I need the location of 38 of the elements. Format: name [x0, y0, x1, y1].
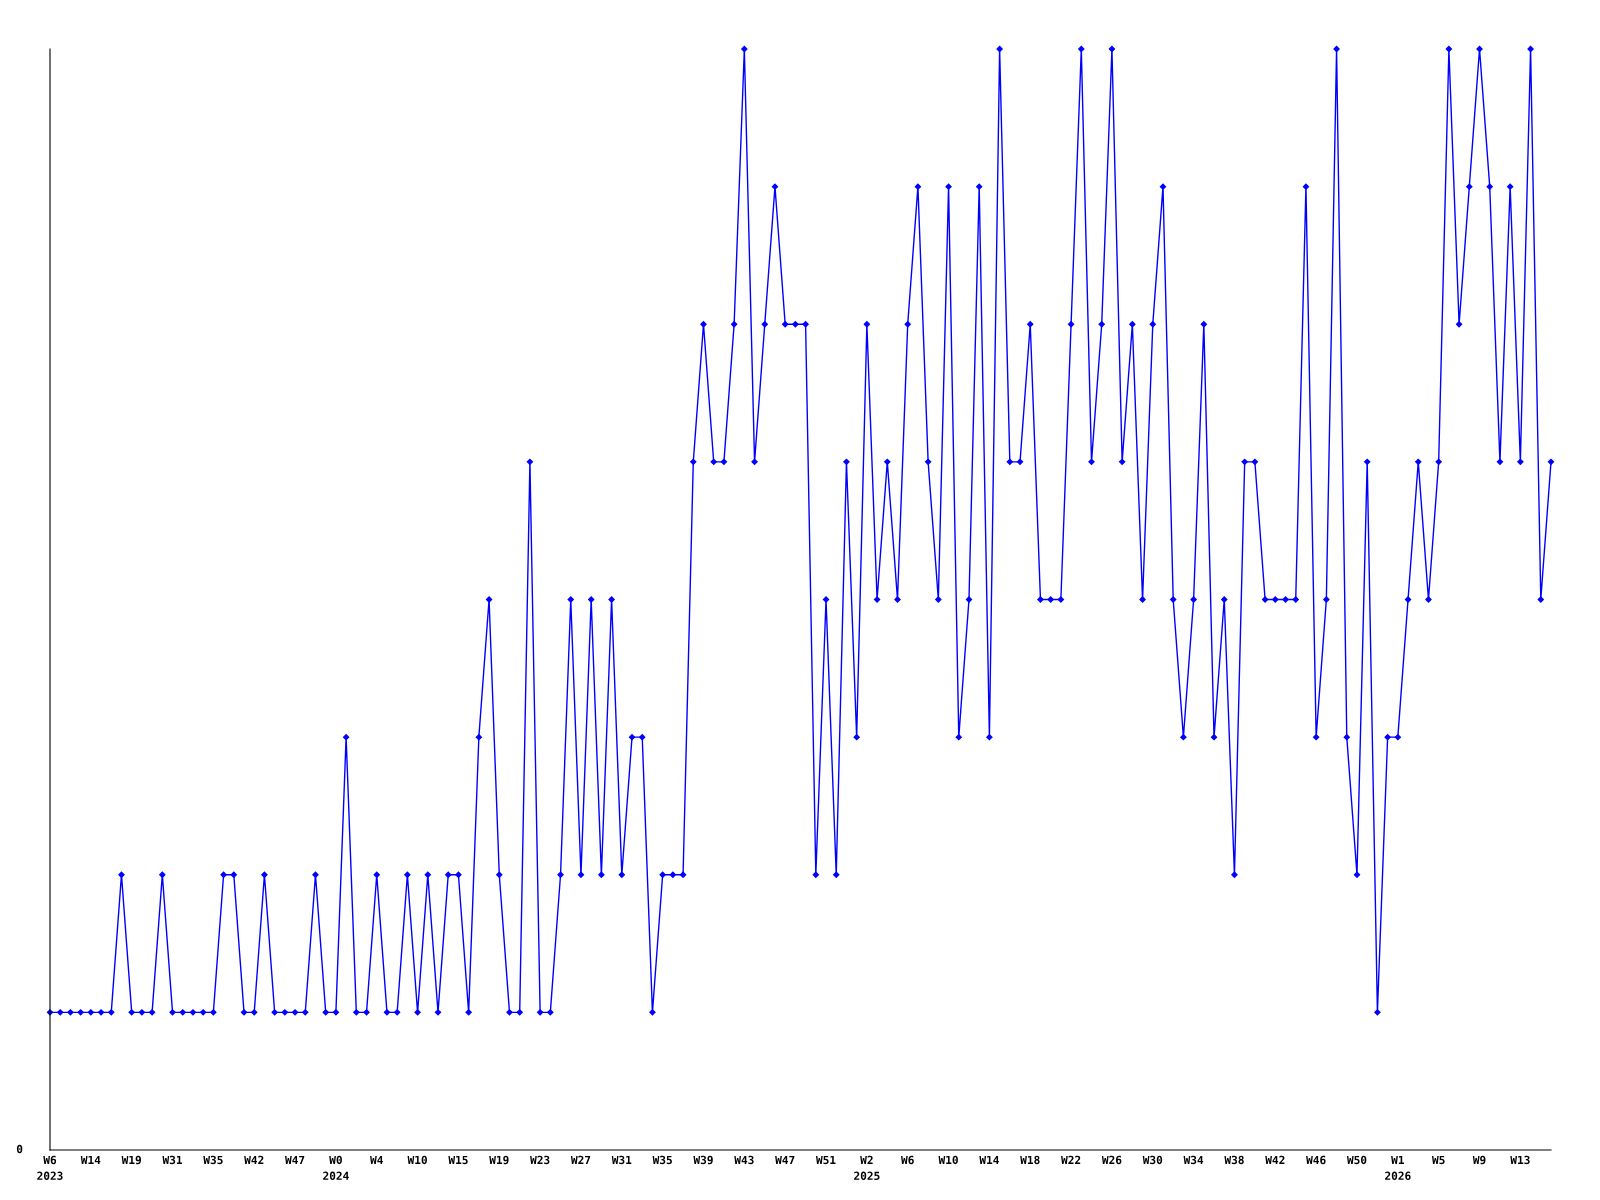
- x-tick-label: W9: [1472, 1155, 1486, 1165]
- x-tick-label: W22: [1061, 1155, 1081, 1164]
- x-tick-label: W46: [1306, 1155, 1326, 1165]
- x-tick-label: W35: [203, 1155, 223, 1165]
- x-tick-label: W6: [901, 1155, 914, 1165]
- x-tick-label: W31: [611, 1155, 632, 1165]
- text: 0: [16, 1144, 23, 1154]
- x-tick-label: W15: [448, 1155, 468, 1165]
- x-tick-label: W14: [80, 1155, 101, 1164]
- x-tick-label: W6 2023: [37, 1155, 63, 1180]
- x-tick-label: W2 2025: [854, 1155, 880, 1180]
- x-tick-label: W13: [1510, 1155, 1530, 1165]
- x-tick-label: W51: [815, 1155, 836, 1165]
- x-tick-label: W30: [1142, 1155, 1163, 1165]
- x-tick-label: W31: [162, 1155, 183, 1165]
- x-tick-label: W47: [285, 1155, 305, 1164]
- x-tick-label: W19: [489, 1155, 509, 1165]
- x-tick-label: W23: [530, 1155, 550, 1165]
- x-tick-label: W1 2026: [1385, 1155, 1411, 1180]
- x-tick-label: W10: [407, 1155, 427, 1165]
- x-tick-label: W0 2024: [323, 1155, 349, 1180]
- x-tick-label: W18: [1020, 1155, 1040, 1165]
- x-tick-label: W27: [570, 1155, 591, 1164]
- x-tick-label: W38: [1224, 1155, 1244, 1165]
- x-tick-label: W34: [1183, 1155, 1204, 1165]
- x-tick-label: W42: [1265, 1155, 1285, 1164]
- x-tick-label: W47: [775, 1155, 795, 1164]
- x-tick-label: W50: [1346, 1155, 1367, 1165]
- x-tick-label: W19: [121, 1155, 142, 1165]
- x-tick-label: W35: [652, 1155, 672, 1165]
- x-tick-label: W4: [370, 1155, 383, 1164]
- x-tick-label: W43: [734, 1155, 754, 1165]
- x-tick-label: W26: [1101, 1155, 1122, 1165]
- x-tick-label: W42: [244, 1155, 264, 1164]
- x-tick-label: W39: [693, 1155, 713, 1165]
- x-tick-label: W10: [938, 1155, 958, 1165]
- x-tick-label: W14: [979, 1155, 999, 1164]
- x-tick-label: W5: [1431, 1155, 1445, 1165]
